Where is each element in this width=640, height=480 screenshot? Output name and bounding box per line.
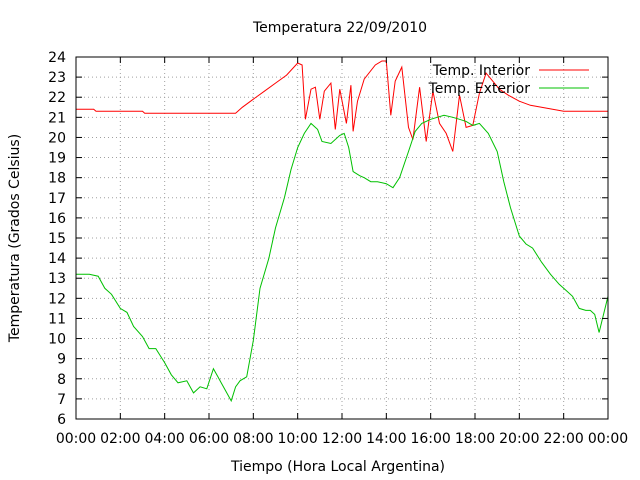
legend-item-interior: Temp. Interior bbox=[432, 63, 589, 79]
y-tick-label: 24 bbox=[48, 50, 66, 66]
y-tick-label: 20 bbox=[48, 130, 66, 146]
y-tick-label: 18 bbox=[48, 171, 66, 187]
y-tick-label: 21 bbox=[48, 110, 66, 126]
legend-label-exterior: Temp. Exterior bbox=[428, 81, 531, 97]
x-tick-label: 20:00 bbox=[499, 431, 539, 447]
y-tick-label: 6 bbox=[57, 412, 66, 428]
grid bbox=[76, 57, 608, 419]
y-tick-label: 15 bbox=[48, 231, 66, 247]
x-tick-label: 06:00 bbox=[189, 431, 229, 447]
y-tick-label: 23 bbox=[48, 70, 66, 86]
y-tick-label: 7 bbox=[57, 392, 66, 408]
series-line-exterior bbox=[76, 114, 609, 403]
y-axis: 6 7 8 9 10 11 12 13 14 15 16 17 18 19 20 21 22 23 24 bbox=[48, 50, 608, 428]
x-axis-label: Tiempo (Hora Local Argentina) bbox=[230, 459, 445, 475]
x-tick-label: 18:00 bbox=[455, 431, 495, 447]
x-tick-label: 00:00 bbox=[56, 431, 96, 447]
y-tick-label: 16 bbox=[48, 211, 66, 227]
x-tick-label: 08:00 bbox=[233, 431, 273, 447]
x-axis: 00:00 02:00 04:00 06:00 08:00 10:00 12:00 14:00… bbox=[56, 57, 628, 447]
x-tick-label: 04:00 bbox=[144, 431, 184, 447]
y-tick-label: 8 bbox=[57, 372, 66, 388]
y-tick-label: 17 bbox=[48, 191, 66, 207]
y-tick-label: 11 bbox=[48, 311, 66, 327]
series-line-interior bbox=[76, 60, 608, 152]
y-tick-label: 9 bbox=[57, 352, 66, 368]
y-tick-label: 19 bbox=[48, 151, 66, 167]
y-tick-label: 22 bbox=[48, 90, 66, 106]
y-tick-label: 14 bbox=[48, 251, 66, 267]
chart-title: Temperatura 22/09/2010 bbox=[252, 20, 427, 36]
x-tick-label: 14:00 bbox=[366, 431, 406, 447]
y-tick-label: 12 bbox=[48, 291, 66, 307]
y-tick-label: 13 bbox=[48, 271, 66, 287]
legend-label-interior: Temp. Interior bbox=[432, 63, 531, 79]
x-tick-label: 00:00 bbox=[588, 431, 628, 447]
series-layer bbox=[76, 60, 609, 403]
x-tick-label: 16:00 bbox=[410, 431, 450, 447]
y-axis-label: Temperatura (Grados Celsius) bbox=[7, 134, 23, 343]
x-tick-label: 10:00 bbox=[277, 431, 317, 447]
legend-item-exterior: Temp. Exterior bbox=[428, 81, 589, 97]
legend: Temp. Interior Temp. Exterior bbox=[428, 63, 589, 97]
x-tick-label: 12:00 bbox=[322, 431, 362, 447]
y-tick-label: 10 bbox=[48, 332, 66, 348]
x-tick-label: 02:00 bbox=[100, 431, 140, 447]
x-tick-label: 22:00 bbox=[543, 431, 583, 447]
